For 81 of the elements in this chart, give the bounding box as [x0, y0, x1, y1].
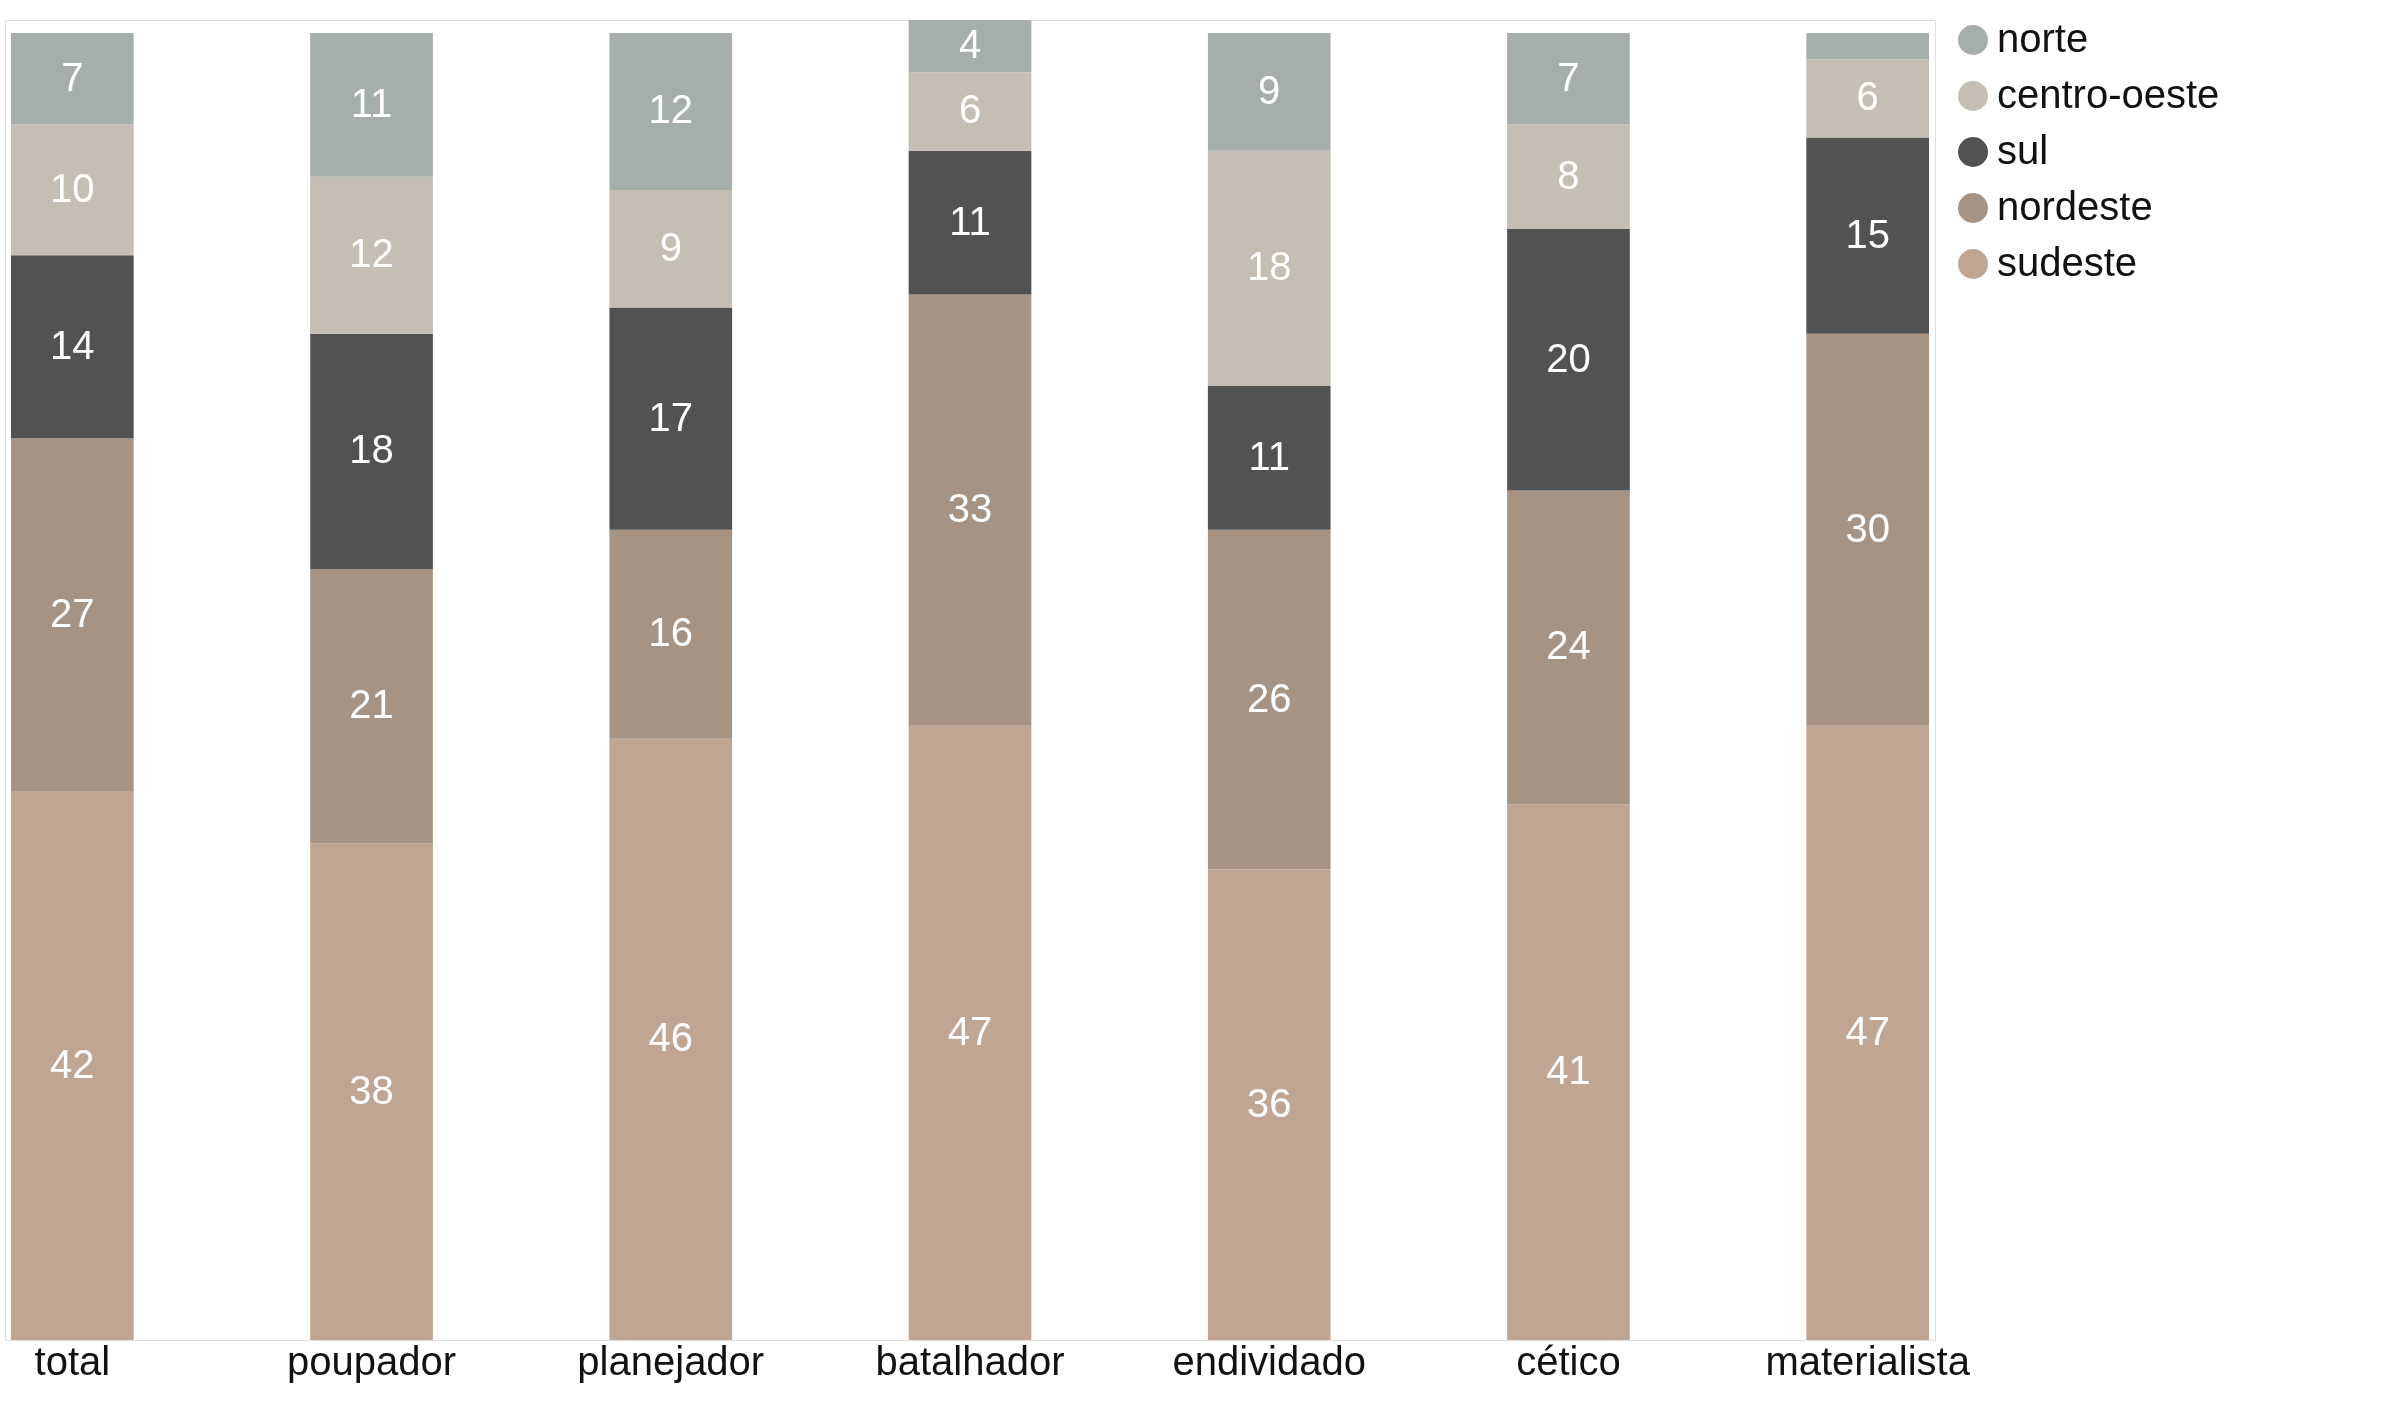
- data-label: 10: [50, 165, 95, 210]
- bar: [310, 33, 433, 177]
- data-label: 42: [50, 1041, 95, 1086]
- legend-label: norte: [1997, 16, 2089, 60]
- bar: [609, 189, 733, 308]
- bar: [609, 33, 733, 190]
- bar: [1806, 59, 1930, 138]
- bar: [1507, 229, 1630, 491]
- bar: [310, 333, 433, 569]
- data-label: 9: [659, 224, 682, 269]
- data-label: 41: [1546, 1048, 1591, 1093]
- bar: [1507, 490, 1630, 805]
- legend-label: sul: [1997, 128, 2049, 172]
- data-label: 9: [1258, 67, 1281, 112]
- bar: [1207, 529, 1331, 870]
- bar: [908, 150, 1032, 295]
- x-tick-label: planejador: [577, 1338, 765, 1383]
- data-label: 11: [350, 80, 393, 125]
- data-label: 12: [648, 87, 694, 132]
- data-label: 47: [947, 1008, 993, 1053]
- bar: [310, 568, 433, 844]
- data-label: 7: [61, 54, 84, 99]
- bar: [1207, 33, 1331, 151]
- bar: [1507, 124, 1630, 230]
- bar: [908, 294, 1032, 726]
- bar: [1806, 137, 1930, 334]
- bar: [10, 124, 134, 256]
- data-label: 33: [947, 486, 993, 531]
- bar: [908, 725, 1032, 1340]
- data-label: 4: [958, 22, 982, 67]
- data-label: 18: [1246, 244, 1292, 289]
- x-tick-label: cético: [1516, 1338, 1621, 1383]
- bar: [10, 255, 134, 439]
- bar: [1207, 385, 1331, 530]
- data-label: 38: [349, 1067, 394, 1112]
- data-label: 46: [648, 1015, 694, 1060]
- x-tick-label: endividado: [1172, 1338, 1366, 1383]
- data-label: 18: [349, 427, 394, 472]
- data-label: 14: [50, 322, 95, 367]
- bar: [10, 438, 134, 792]
- legend-label: centro-oeste: [1997, 72, 2220, 116]
- bar: [1806, 333, 1930, 726]
- data-label: 16: [648, 610, 694, 655]
- legend-label: sudeste: [1997, 240, 2138, 284]
- bar: [908, 20, 1032, 73]
- x-tick-label: total: [34, 1338, 111, 1383]
- data-label: 36: [1246, 1080, 1292, 1125]
- data-label: 21: [349, 682, 394, 727]
- bar: [10, 33, 134, 125]
- bar: [310, 176, 433, 334]
- x-tick-label: batalhador: [875, 1338, 1065, 1383]
- bar: [1806, 725, 1930, 1340]
- data-label: 47: [1845, 1008, 1890, 1053]
- data-label: 7: [1557, 54, 1580, 99]
- bar: [908, 72, 1032, 151]
- data-label: 27: [50, 590, 95, 635]
- data-label: 20: [1546, 335, 1591, 380]
- bar: [609, 738, 733, 1340]
- data-label: 30: [1845, 505, 1890, 550]
- data-label: 15: [1845, 211, 1890, 256]
- data-label: 11: [949, 198, 991, 243]
- data-label: 6: [958, 87, 982, 132]
- bar: [609, 307, 733, 530]
- bar: [1207, 150, 1331, 386]
- data-label: 12: [349, 231, 394, 276]
- data-label: 26: [1246, 675, 1292, 720]
- bar: [609, 529, 733, 739]
- data-label: 6: [1856, 74, 1879, 119]
- x-tick-label: materialista: [1765, 1338, 1971, 1383]
- bar: [310, 843, 433, 1340]
- bar: [1207, 869, 1331, 1340]
- legend-label: nordeste: [1997, 184, 2153, 228]
- data-label: 17: [648, 394, 694, 439]
- bar: [1507, 33, 1630, 125]
- bar: [1507, 804, 1630, 1340]
- data-label: 24: [1546, 623, 1591, 668]
- bar: [10, 791, 134, 1340]
- data-label: 11: [1248, 433, 1290, 478]
- bar: [1806, 33, 1930, 60]
- x-tick-label: poupador: [287, 1338, 457, 1383]
- data-label: 8: [1557, 152, 1580, 197]
